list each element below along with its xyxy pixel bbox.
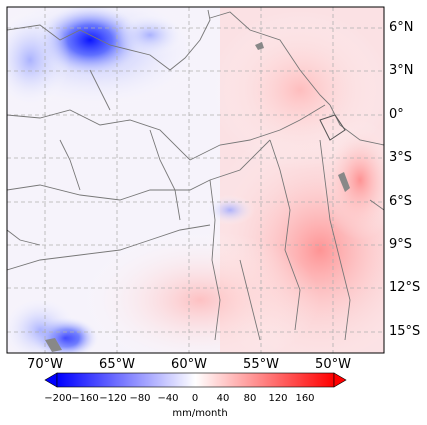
map-border bbox=[6, 6, 385, 354]
lat-label-0: 0° bbox=[389, 107, 404, 122]
lat-label-3s: 3°S bbox=[389, 150, 413, 165]
lon-label-65w: 65°W bbox=[99, 357, 135, 372]
cb-tick: 120 bbox=[268, 393, 288, 404]
cb-tick: −40 bbox=[157, 393, 179, 404]
lon-label-70w: 70°W bbox=[27, 357, 63, 372]
cb-tick: 80 bbox=[243, 393, 257, 404]
lat-label-12s: 12°S bbox=[389, 280, 421, 295]
lat-label-9s: 9°S bbox=[389, 237, 413, 252]
gridlines bbox=[7, 7, 384, 353]
colorbar bbox=[44, 372, 347, 388]
lat-label-3n: 3°N bbox=[389, 63, 414, 78]
lat-label-15s: 15°S bbox=[389, 324, 421, 339]
lon-label-50w: 50°W bbox=[315, 357, 351, 372]
cb-tick: −160 bbox=[71, 393, 99, 404]
lat-label-6s: 6°S bbox=[389, 194, 413, 209]
lon-label-60w: 60°W bbox=[171, 357, 207, 372]
precip-field bbox=[7, 7, 384, 353]
cb-tick: −80 bbox=[129, 393, 151, 404]
lon-label-55w: 55°W bbox=[243, 357, 279, 372]
cb-tick: −120 bbox=[99, 393, 127, 404]
colorbar-unit: mm/month bbox=[172, 408, 228, 419]
cb-tick: 40 bbox=[216, 393, 230, 404]
cb-tick: −200 bbox=[44, 393, 72, 404]
cb-tick: 160 bbox=[295, 393, 315, 404]
lat-label-6n: 6°N bbox=[389, 20, 414, 35]
cb-tick: 0 bbox=[191, 393, 199, 404]
